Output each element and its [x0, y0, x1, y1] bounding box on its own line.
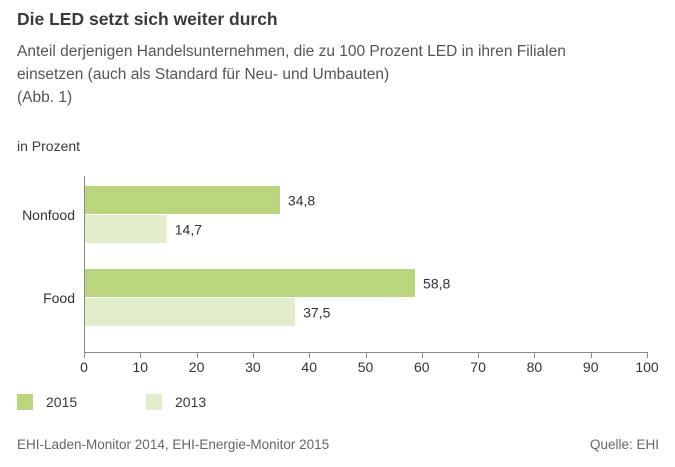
bar-food-2013 — [84, 298, 296, 326]
source-note: EHI-Laden-Monitor 2014, EHI-Energie-Moni… — [17, 437, 330, 452]
bar-nonfood-2015 — [84, 186, 280, 214]
x-tick-label-50: 50 — [358, 359, 374, 375]
category-label-nonfood: Nonfood — [22, 207, 75, 223]
legend-label-2015: 2015 — [46, 394, 78, 410]
x-tick-label-60: 60 — [414, 359, 430, 375]
bar-nonfood-2013 — [84, 215, 167, 243]
value-label-nonfood-2013: 14,7 — [175, 222, 202, 238]
x-tick-label-30: 30 — [245, 359, 261, 375]
chart-subtitle: Anteil derjenigen Handelsunternehmen, di… — [17, 40, 667, 109]
x-tick-label-90: 90 — [583, 359, 599, 375]
value-label-nonfood-2015: 34,8 — [288, 193, 315, 209]
x-tick-label-0: 0 — [80, 359, 88, 375]
source-credit: Quelle: EHI — [589, 437, 659, 452]
legend-swatch-2015 — [17, 394, 33, 410]
value-label-food-2015: 58,8 — [423, 276, 450, 292]
x-tick-label-100: 100 — [635, 359, 659, 375]
x-tick-label-70: 70 — [470, 359, 486, 375]
subtitle-line-2: einsetzen (auch als Standard für Neu- un… — [17, 66, 390, 83]
x-tick-label-10: 10 — [133, 359, 149, 375]
bar-food-2015 — [84, 269, 416, 297]
subtitle-line-3: (Abb. 1) — [17, 89, 73, 106]
value-label-food-2013: 37,5 — [303, 305, 330, 321]
x-tick-label-40: 40 — [301, 359, 317, 375]
x-tick-label-20: 20 — [189, 359, 205, 375]
legend-label-2013: 2013 — [175, 394, 207, 410]
legend-item-2015: 2015 — [17, 393, 77, 411]
legend-swatch-2013 — [146, 394, 162, 410]
legend-item-2013: 2013 — [146, 393, 206, 411]
chart-title: Die LED setzt sich weiter durch — [17, 9, 278, 29]
x-tick-label-80: 80 — [527, 359, 543, 375]
subtitle-line-1: Anteil derjenigen Handelsunternehmen, di… — [17, 43, 566, 60]
category-label-food: Food — [43, 290, 75, 306]
unit-label: in Prozent — [17, 138, 81, 154]
